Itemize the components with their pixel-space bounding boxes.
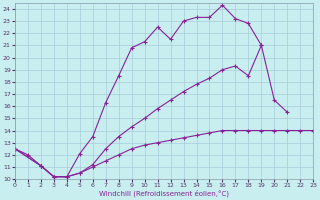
X-axis label: Windchill (Refroidissement éolien,°C): Windchill (Refroidissement éolien,°C): [99, 190, 229, 197]
